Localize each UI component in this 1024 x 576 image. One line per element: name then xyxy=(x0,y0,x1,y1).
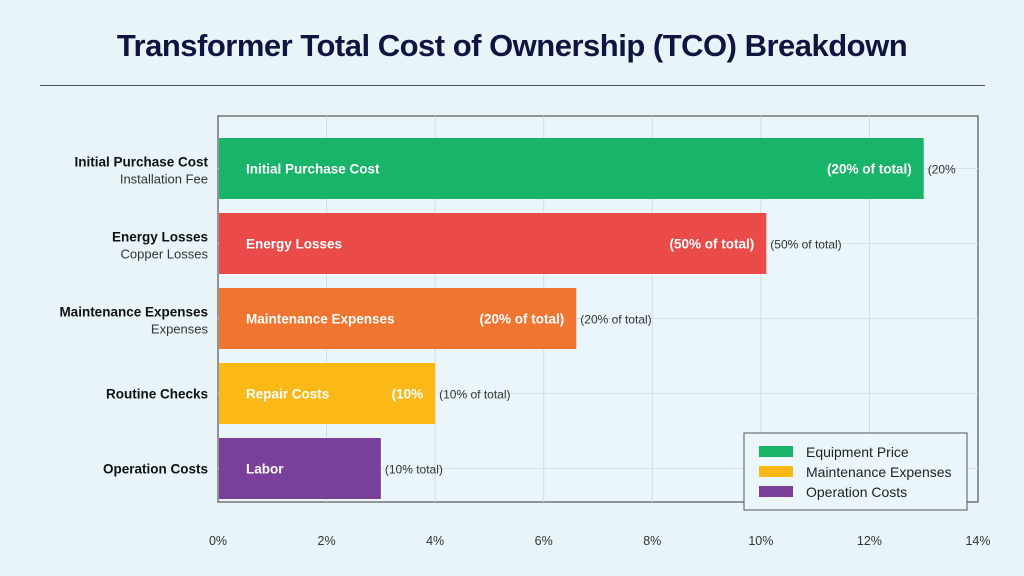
bar-value-label: (20% of total) xyxy=(827,162,912,177)
legend-label: Operation Costs xyxy=(806,484,907,500)
bar-outer-label: (10% of total) xyxy=(439,388,510,402)
category-label: Routine Checks xyxy=(106,387,208,402)
bar-value-label: (10% xyxy=(392,387,424,402)
category-label: Maintenance Expenses xyxy=(59,305,208,320)
legend-swatch xyxy=(759,486,793,497)
bar-label: Energy Losses xyxy=(246,237,342,252)
bar-label: Labor xyxy=(246,462,284,477)
bar-outer-label: (20% of total) xyxy=(580,313,651,327)
x-tick-label: 10% xyxy=(748,534,773,548)
legend-label: Maintenance Expenses xyxy=(806,464,952,480)
bar-2 xyxy=(219,213,767,274)
bar-label: Maintenance Expenses xyxy=(246,312,395,327)
x-tick-label: 12% xyxy=(857,534,882,548)
chart-title: Transformer Total Cost of Ownership (TCO… xyxy=(116,28,908,63)
category-sublabel: Installation Fee xyxy=(120,172,208,187)
legend-swatch xyxy=(759,446,793,457)
category-sublabel: Copper Losses xyxy=(121,247,209,262)
bar-1 xyxy=(219,138,924,199)
x-tick-label: 14% xyxy=(965,534,990,548)
x-tick-label: 0% xyxy=(209,534,227,548)
x-tick-label: 6% xyxy=(535,534,553,548)
bar-5 xyxy=(219,438,381,499)
bar-4 xyxy=(219,363,436,424)
category-label: Energy Losses xyxy=(112,230,208,245)
bar-outer-label: (10% total) xyxy=(385,463,443,477)
bar-label: Initial Purchase Cost xyxy=(246,162,380,177)
bar-value-label: (20% of total) xyxy=(480,312,565,327)
bar-outer-label: (20% xyxy=(928,163,956,177)
category-sublabel: Expenses xyxy=(151,322,209,337)
x-tick-label: 2% xyxy=(318,534,336,548)
bar-3 xyxy=(219,288,577,349)
legend-label: Equipment Price xyxy=(806,444,909,460)
bar-outer-label: (50% of total) xyxy=(770,238,841,252)
bar-value-label: (50% of total) xyxy=(670,237,755,252)
x-tick-label: 4% xyxy=(426,534,444,548)
category-label: Initial Purchase Cost xyxy=(74,155,208,170)
bar-label: Repair Costs xyxy=(246,387,329,402)
title-divider xyxy=(40,85,985,86)
category-label: Operation Costs xyxy=(103,462,208,477)
legend-swatch xyxy=(759,466,793,477)
x-tick-label: 8% xyxy=(643,534,661,548)
